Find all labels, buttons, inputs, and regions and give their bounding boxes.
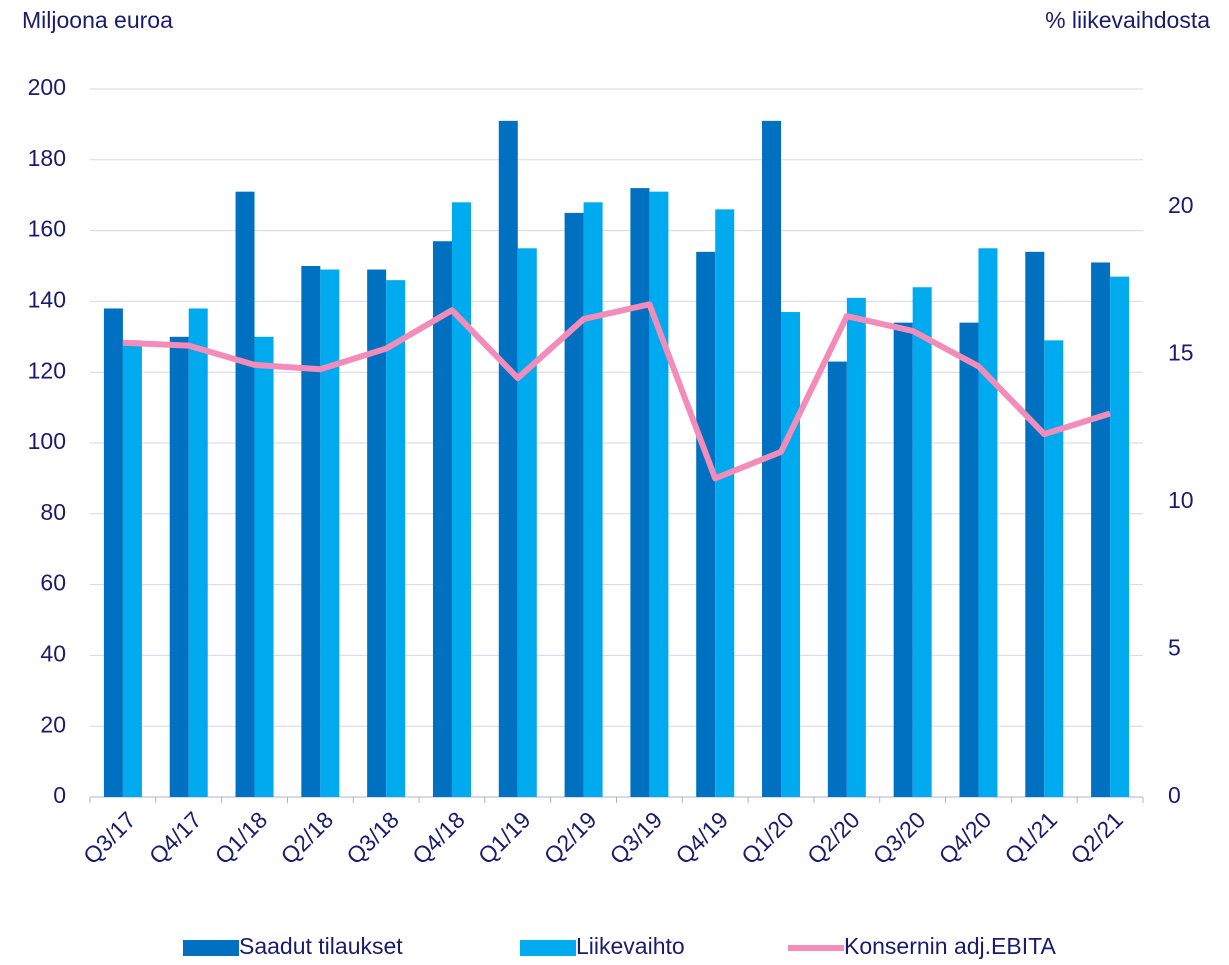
bar [367,269,387,797]
bar [103,308,123,797]
bar [188,308,208,797]
bar [498,120,518,798]
y-tick-label: 60 [40,570,66,596]
x-tick-label: Q4/17 [144,806,207,869]
y-tick-label: 80 [40,499,66,525]
bar [254,336,274,797]
line [122,301,1111,482]
legend-swatch [520,940,576,956]
bar [1044,340,1064,797]
bar [893,322,913,797]
legend-swatch [183,940,239,956]
bar [781,312,801,797]
bar [235,191,255,797]
x-tick-label: Q3/17 [78,806,141,869]
y2-tick-label: 0 [1168,782,1181,808]
x-tick-label: Q2/21 [1065,806,1128,869]
bar [386,280,406,797]
x-tick-label: Q4/20 [934,806,997,869]
bar [583,202,603,797]
bar [320,269,340,797]
x-tick-label: Q4/18 [407,806,470,869]
bar [696,251,716,798]
bar [122,340,142,797]
y-tick-label: 20 [40,711,66,737]
legend-label: Saadut tilaukset [239,933,403,959]
y2-tick-label: 20 [1168,192,1194,218]
y-tick-label: 100 [28,428,66,454]
x-tick-label: Q4/19 [670,806,733,869]
bar [762,120,782,798]
y-tick-label: 120 [28,357,66,383]
bar [517,248,537,798]
y2-axis-title: % liikevaihdosta [1045,7,1210,33]
bar [301,266,321,797]
bar [1091,262,1111,798]
x-tick-label: Q2/20 [802,806,865,869]
bar [451,202,471,797]
x-tick-label: Q3/19 [605,806,668,869]
x-tick-label: Q3/20 [868,806,931,869]
x-tick-label: Q1/20 [736,806,799,869]
bar [827,361,847,797]
bar [1025,251,1045,798]
y-tick-label: 160 [28,216,66,242]
x-tick-label: Q2/19 [539,806,602,869]
x-tick-label: Q1/18 [210,806,273,869]
bar [912,287,932,797]
y2-tick-label: 15 [1168,340,1194,366]
bar [959,322,979,797]
y-tick-label: 200 [28,74,66,100]
y-axis-title: Miljoona euroa [22,7,173,33]
legend-label: Konsernin adj.EBITA [844,933,1056,959]
x-tick-label: Q2/18 [275,806,338,869]
y2-tick-label: 10 [1168,487,1194,513]
y-tick-label: 180 [28,145,66,171]
bar [630,188,650,797]
bar [846,297,866,797]
x-tick-label: Q3/18 [341,806,404,869]
y2-tick-label: 5 [1168,635,1181,661]
bar [169,336,189,797]
bar [978,248,998,798]
bar [715,209,735,798]
bar [1110,276,1130,797]
bar [432,241,452,798]
y-tick-label: 140 [28,286,66,312]
x-tick-label: Q1/19 [473,806,536,869]
bar [649,191,669,797]
x-tick-label: Q1/21 [999,806,1062,869]
y-tick-label: 0 [53,782,66,808]
y-tick-label: 40 [40,640,66,666]
bar [564,212,584,797]
legend-label: Liikevaihto [576,933,685,959]
